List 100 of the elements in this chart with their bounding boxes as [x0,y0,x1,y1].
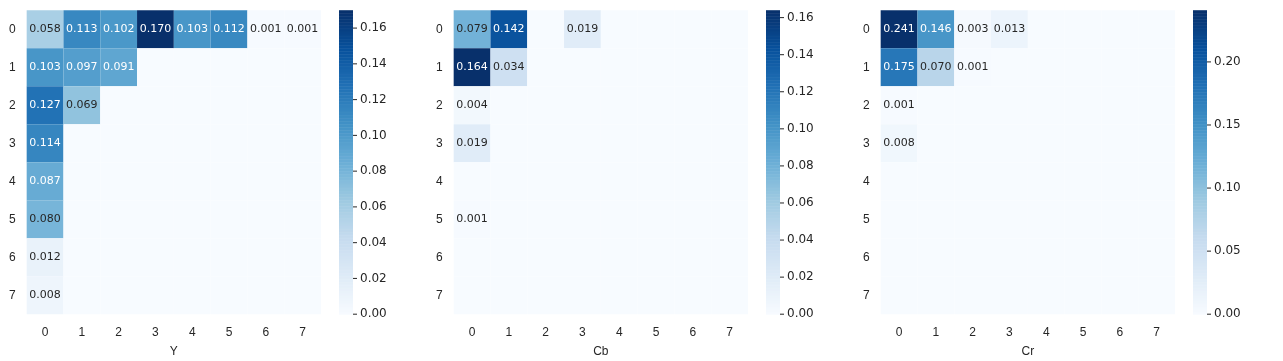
color-bar-label: 0.10 [787,120,814,135]
y-tick-label: 0 [862,21,870,36]
x-tick-label: 0 [41,324,49,339]
data-label: 0.004 [456,98,488,112]
color-bar-label: 0.12 [787,83,814,98]
x-tick-label: 6 [262,324,270,339]
color-bar-label: 0.16 [787,9,814,24]
y-tick-label: 2 [8,97,16,112]
color-bar-label: 0.06 [787,195,814,210]
data-label: 0.001 [956,60,989,74]
y-tick-label: 0 [435,21,443,36]
y-tick-label: 4 [862,173,870,188]
data-label: 0.079 [456,22,488,36]
data-label: 0.114 [29,136,61,150]
x-tick-label: 5 [225,324,233,339]
x-tick-label: 0 [895,324,903,339]
data-label: 0.003 [956,22,989,36]
data-label: 0.069 [66,98,98,112]
y-tick-label: 5 [435,211,443,226]
x-tick-label: 1 [505,324,513,339]
color-bar-label: 0.10 [360,127,387,142]
y-tick-label: 3 [862,135,870,150]
y-tick-label: 7 [862,287,870,302]
y-tick-label: 2 [435,97,443,112]
data-label: 0.102 [102,22,135,36]
data-label: 0.103 [29,60,61,74]
x-tick-label: 4 [1042,324,1050,339]
data-label: 0.080 [29,212,61,226]
data-label: 0.241 [883,22,915,36]
x-tick-label: 7 [1153,324,1161,339]
x-tick-label: 2 [115,324,123,339]
data-label: 0.070 [920,60,952,74]
color-bar-label: 0.14 [360,55,387,70]
x-tick-label: 1 [932,324,940,339]
x-tick-label: 2 [542,324,550,339]
y-tick-label: 6 [435,249,443,264]
data-label: 0.019 [456,136,488,150]
y-tick-label: 1 [862,59,870,74]
data-label: 0.146 [920,22,952,36]
x-tick-label: 4 [188,324,196,339]
x-tick-label: 7 [726,324,734,339]
x-tick-label: 7 [299,324,307,339]
data-label: 0.008 [883,136,915,150]
y-tick-label: 3 [8,135,16,150]
color-bar-label: 0.15 [1214,117,1241,132]
x-tick-label: 6 [1116,324,1124,339]
data-label: 0.001 [883,98,915,112]
data-label: 0.034 [493,60,525,74]
y-tick-label: 4 [8,173,16,188]
y-tick-label: 2 [862,97,870,112]
data-label: 0.142 [493,22,525,36]
x-tick-label: 5 [652,324,660,339]
y-tick-label: 7 [435,287,443,302]
x-axis-title: Y [169,344,178,359]
data-label: 0.127 [29,98,61,112]
y-tick-label: 5 [8,211,16,226]
color-bar-label: 0.00 [1214,306,1241,321]
color-bar-label: 0.08 [360,163,387,178]
data-label: 0.103 [176,22,208,36]
x-tick-label: 3 [579,324,587,339]
y-tick-label: 0 [8,21,16,36]
color-bar-label: 0.16 [360,20,387,35]
data-label: 0.091 [102,60,135,74]
y-tick-label: 1 [435,59,443,74]
color-bar-label: 0.02 [360,270,387,285]
data-label: 0.058 [29,22,61,36]
color-bar-label: 0.02 [787,269,814,284]
color-bar-label: 0.04 [787,232,814,247]
x-tick-label: 2 [969,324,977,339]
color-bar-label: 0.08 [787,158,814,173]
x-tick-label: 3 [152,324,160,339]
color-bar-label: 0.00 [787,306,814,321]
y-tick-label: 6 [8,249,16,264]
data-label: 0.112 [213,22,245,36]
data-label: 0.001 [286,22,319,36]
x-tick-label: 3 [1006,324,1014,339]
data-label: 0.008 [29,288,61,302]
y-tick-label: 5 [862,211,870,226]
data-label: 0.170 [139,22,172,36]
data-label: 0.113 [66,22,98,36]
x-axis-title: Cr [1021,344,1035,359]
x-tick-label: 0 [468,324,476,339]
color-bar-label: 0.20 [1214,54,1241,69]
y-tick-label: 1 [8,59,16,74]
x-axis-title: Cb [593,344,609,359]
data-label: 0.001 [250,22,282,36]
color-bar-label: 0.00 [360,306,387,321]
x-tick-label: 6 [689,324,697,339]
x-tick-label: 1 [78,324,86,339]
y-tick-label: 4 [435,173,443,188]
color-bar-label: 0.12 [360,91,387,106]
data-label: 0.175 [883,60,915,74]
data-label: 0.012 [29,250,61,264]
data-label: 0.001 [456,212,488,226]
x-tick-label: 4 [615,324,623,339]
data-label: 0.013 [993,22,1026,36]
data-label: 0.097 [66,60,98,74]
color-bar-label: 0.04 [360,234,387,249]
y-tick-label: 6 [862,249,870,264]
x-tick-label: 5 [1079,324,1087,339]
